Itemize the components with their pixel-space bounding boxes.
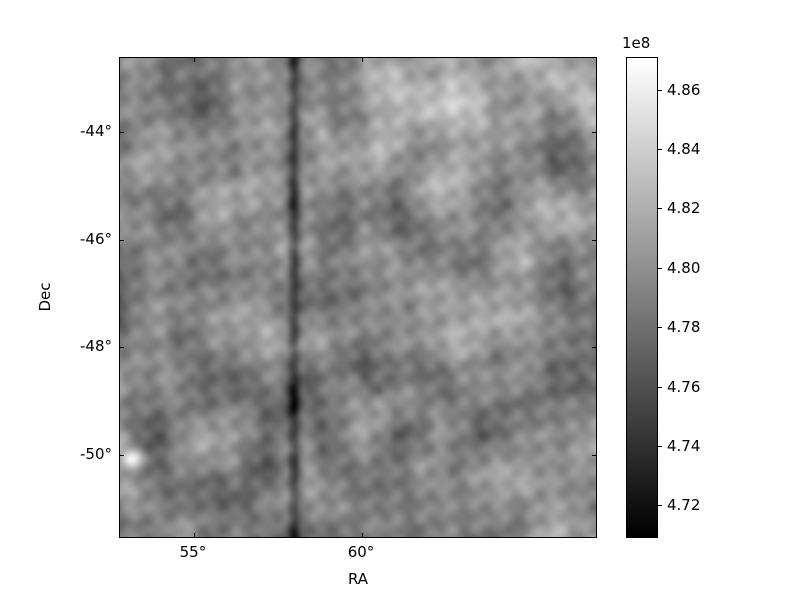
- colorbar-tick-label: 4.82: [667, 199, 701, 218]
- y-tick-label: -48°: [80, 337, 112, 356]
- sky-map-image: [120, 58, 596, 537]
- heatmap-axes[interactable]: [119, 57, 597, 538]
- colorbar-tick-mark: [658, 327, 662, 329]
- y-tick-mark-right: [592, 347, 596, 349]
- y-tick-mark-right: [592, 132, 596, 134]
- colorbar-tick-mark: [658, 89, 662, 91]
- colorbar-tick-label: 4.72: [667, 496, 701, 515]
- colorbar-tick-label: 4.86: [667, 80, 701, 99]
- x-tick-mark: [362, 533, 364, 537]
- colorbar-tick-mark: [658, 505, 662, 507]
- y-tick-mark: [120, 132, 124, 134]
- colorbar-tick-label: 4.74: [667, 436, 701, 455]
- y-tick-mark: [120, 347, 124, 349]
- colorbar-tick-mark: [658, 267, 662, 269]
- x-tick-mark-top: [362, 58, 364, 62]
- colorbar-tick-label: 4.80: [667, 258, 701, 277]
- colorbar-tick-label: 4.84: [667, 140, 701, 159]
- colorbar-offset-text: 1e8: [622, 34, 651, 52]
- y-tick-mark: [120, 455, 124, 457]
- y-tick-mark-right: [592, 455, 596, 457]
- y-tick-label: -46°: [80, 229, 112, 248]
- colorbar-tick-mark: [658, 208, 662, 210]
- colorbar-tick-label: 4.76: [667, 377, 701, 396]
- y-tick-label: -44°: [80, 122, 112, 141]
- y-tick-mark: [120, 239, 124, 241]
- y-tick-label: -50°: [80, 445, 112, 464]
- x-tick-label: 55°: [179, 543, 207, 561]
- colorbar-tick-mark: [658, 386, 662, 388]
- x-tick-mark: [193, 533, 195, 537]
- colorbar-tick-mark: [658, 149, 662, 151]
- x-tick-mark-top: [193, 58, 195, 62]
- x-tick-label: 60°: [347, 543, 375, 561]
- y-tick-mark-right: [592, 239, 596, 241]
- x-axis-label: RA: [347, 570, 369, 588]
- colorbar-tick-mark: [658, 445, 662, 447]
- colorbar-tick-label: 4.78: [667, 318, 701, 337]
- colorbar[interactable]: [626, 57, 658, 538]
- y-axis-label: Dec: [36, 282, 54, 312]
